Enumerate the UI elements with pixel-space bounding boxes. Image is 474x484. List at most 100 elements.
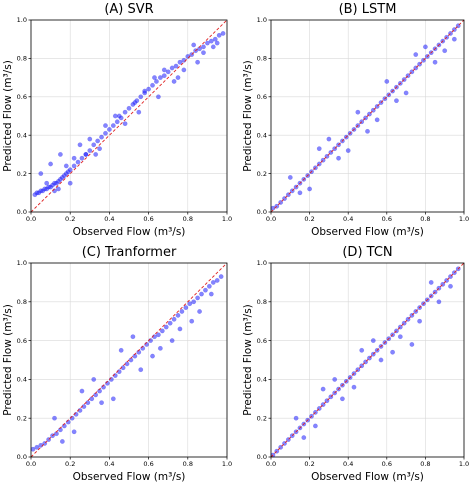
y-tick-label: 0.6 <box>257 93 267 101</box>
data-point <box>197 309 202 314</box>
data-point <box>171 316 177 322</box>
data-point <box>181 67 187 73</box>
data-point <box>132 100 138 105</box>
data-point <box>397 334 403 340</box>
axes-frame <box>270 19 465 213</box>
y-tick-label: 0.2 <box>17 170 27 178</box>
data-point <box>175 313 181 318</box>
x-tick-label: 0.4 <box>104 460 114 468</box>
x-tick-label: 0.0 <box>26 215 36 223</box>
data-point <box>99 134 104 140</box>
data-point <box>183 305 189 310</box>
y-tick-label: 0.0 <box>17 208 27 216</box>
y-tick-label: 0.0 <box>257 453 267 461</box>
data-point <box>34 444 40 450</box>
data-point <box>150 353 155 359</box>
x-axis-label: Observed Flow (m³/s) <box>311 226 424 238</box>
data-point <box>87 148 93 153</box>
data-point <box>152 75 157 80</box>
axes-frame <box>30 19 228 213</box>
data-point <box>417 318 422 324</box>
x-axis-label: Observed Flow (m³/s) <box>311 471 424 483</box>
data-point <box>97 146 102 151</box>
data-point <box>212 36 218 42</box>
data-point <box>83 152 89 157</box>
data-point <box>79 388 85 394</box>
data-point <box>214 278 220 283</box>
data-point <box>220 31 226 36</box>
data-point <box>191 299 197 305</box>
x-tick-label: 0.6 <box>382 215 392 223</box>
x-tick-label: 1.0 <box>459 460 469 468</box>
y-tick-label: 0.4 <box>17 376 27 384</box>
data-point <box>161 73 167 79</box>
data-point <box>208 38 214 44</box>
data-point <box>103 123 108 128</box>
data-point <box>336 155 341 161</box>
data-point <box>99 400 104 406</box>
data-point <box>165 69 171 75</box>
data-point <box>432 59 438 65</box>
data-point <box>44 180 50 186</box>
y-tick-label: 1.0 <box>17 16 27 24</box>
data-point <box>67 167 73 173</box>
data-point <box>207 283 212 289</box>
data-point <box>169 338 175 343</box>
data-point <box>195 59 200 65</box>
data-point <box>355 109 361 115</box>
data-point <box>177 326 183 332</box>
data-point <box>103 130 108 136</box>
data-point <box>179 309 185 314</box>
data-point <box>370 338 376 343</box>
data-point <box>205 40 210 46</box>
data-point <box>201 50 206 55</box>
x-tick-label: 0.2 <box>65 215 75 223</box>
y-tick-label: 0.6 <box>17 93 27 101</box>
y-tick-label: 1.0 <box>257 259 267 267</box>
x-tick-label: 0.4 <box>104 215 114 223</box>
data-point <box>146 86 151 92</box>
data-point <box>320 386 326 392</box>
data-point <box>313 423 318 429</box>
chart-panel-4: 0.0 0.2 0.4 0.6 0.8 1.0 0.0 0.2 0.4 0.6 0.8 1.0 (D) … <box>242 245 469 483</box>
data-point <box>287 175 293 180</box>
data-point <box>210 44 216 50</box>
y-tick-label: 0.2 <box>17 414 27 422</box>
data-point <box>116 113 122 119</box>
y-axis-label: Predicted Flow (m³/s) <box>2 60 14 172</box>
data-point <box>199 291 204 297</box>
data-point <box>394 98 399 103</box>
y-tick-label: 0.4 <box>257 376 267 384</box>
data-point <box>114 119 120 125</box>
data-point <box>79 155 85 161</box>
data-point <box>87 136 93 142</box>
data-point <box>214 40 220 46</box>
data-point <box>60 439 65 444</box>
data-point <box>177 59 183 65</box>
x-tick-label: 0.2 <box>65 460 75 468</box>
data-point <box>175 75 181 80</box>
data-point <box>163 324 169 330</box>
y-tick-label: 0.8 <box>17 298 27 306</box>
data-point <box>201 44 206 50</box>
x-tick-label: 0.6 <box>143 215 153 223</box>
y-tick-label: 0.4 <box>17 131 27 139</box>
y-axis-label: Predicted Flow (m³/s) <box>2 304 14 416</box>
data-point <box>138 94 144 100</box>
x-tick-label: 0.6 <box>382 460 392 468</box>
x-tick-label: 0.4 <box>343 460 353 468</box>
data-point <box>345 148 351 153</box>
data-point <box>158 75 163 80</box>
y-tick-label: 0.0 <box>257 208 267 216</box>
data-point <box>442 48 448 54</box>
axes-frame <box>30 262 228 458</box>
data-point <box>67 180 73 186</box>
x-tick-label: 0.4 <box>343 215 353 223</box>
data-point <box>110 123 116 128</box>
data-point <box>150 82 155 88</box>
data-point <box>195 295 200 301</box>
data-point <box>351 384 357 390</box>
data-point <box>56 186 61 192</box>
data-point <box>171 79 177 84</box>
